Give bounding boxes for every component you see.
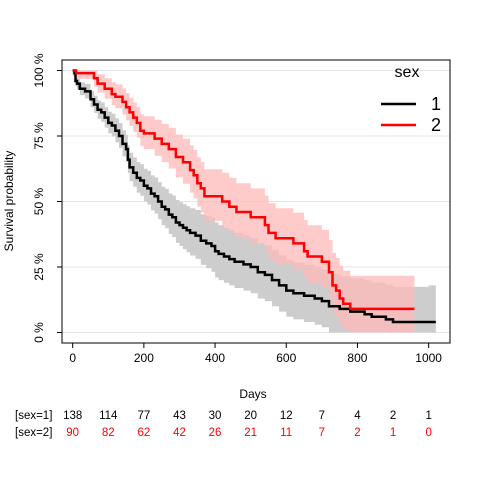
legend-label-series-2: 2: [431, 115, 441, 135]
survival-curve-series-1: [72, 69, 436, 324]
legend-label-series-1: 1: [431, 94, 441, 114]
risk-value-1-0: 138: [63, 410, 82, 422]
risk-value-1-1000: 1: [425, 410, 431, 422]
risk-table: [sex=1] 138 114 77 43 30 20 12 7 4 2 1[sex=2] 90 82 62…: [15, 410, 432, 439]
risk-value-2-800: 2: [354, 427, 360, 439]
y-tick-label-4: 100 %: [32, 53, 46, 87]
x-tick-label-1000: 1000: [415, 351, 442, 365]
legend: sex 1 2: [381, 64, 441, 135]
risk-value-1-200: 77: [137, 410, 150, 422]
y-tick-label-1: 25 %: [32, 253, 46, 281]
risk-value-2-900: 1: [390, 427, 396, 439]
risk-value-2-1000: 0: [425, 427, 431, 439]
x-tick-label-400: 400: [205, 351, 225, 365]
x-tick-label-800: 800: [347, 351, 367, 365]
x-tick-label-200: 200: [134, 351, 154, 365]
x-tick-label-600: 600: [276, 351, 296, 365]
risk-value-2-600: 11: [280, 427, 292, 439]
risk-value-1-600: 12: [280, 410, 293, 422]
risk-value-1-400: 30: [209, 410, 222, 422]
survival-curves: [72, 69, 436, 324]
y-tick-label-2: 50 %: [32, 187, 46, 215]
risk-value-1-700: 7: [319, 410, 325, 422]
axes: 0 200 400 600 800 1000 0 % 25 % 50 % 75 % 100 %: [32, 53, 442, 365]
risk-row-label-1: [sex=1]: [15, 410, 52, 422]
risk-value-1-300: 43: [173, 410, 186, 422]
x-axis-label: Days: [239, 387, 266, 401]
risk-value-2-0: 90: [66, 427, 79, 439]
risk-value-1-900: 2: [390, 410, 396, 422]
risk-value-2-200: 62: [137, 427, 150, 439]
risk-value-2-500: 21: [244, 427, 257, 439]
risk-value-2-400: 26: [209, 427, 222, 439]
y-tick-label-0: 0 %: [32, 322, 46, 343]
y-tick-label-3: 75 %: [32, 122, 46, 150]
risk-row-label-2: [sex=2]: [15, 427, 52, 439]
risk-value-2-700: 7: [319, 427, 325, 439]
y-axis-label: Survival probability: [2, 151, 16, 252]
risk-value-1-500: 20: [244, 410, 257, 422]
legend-title: sex: [395, 64, 420, 81]
survival-curve-series-2: [72, 69, 415, 311]
risk-value-2-100: 82: [102, 427, 115, 439]
risk-value-1-100: 114: [99, 410, 118, 422]
risk-value-2-300: 42: [173, 427, 186, 439]
risk-value-1-800: 4: [354, 410, 361, 422]
x-tick-label-0: 0: [69, 351, 76, 365]
